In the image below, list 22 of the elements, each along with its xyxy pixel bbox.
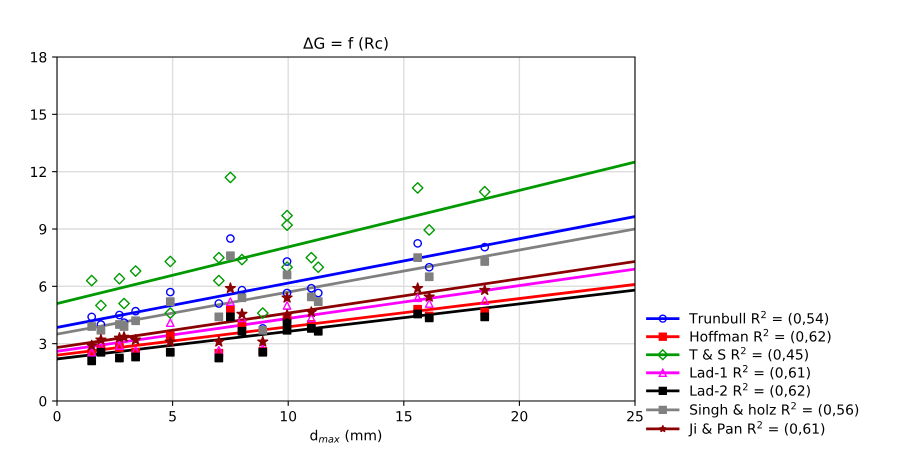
x-tick-label: 20: [512, 410, 528, 422]
legend-label: Ji & Pan R$^{2}$ = (0,61): [688, 421, 824, 436]
y-tick-label: 9: [39, 224, 46, 234]
legend-label: Lad-1 R$^{2}$ = (0,61): [690, 365, 810, 380]
x-tick-label: 5: [169, 411, 176, 422]
y-tick-label: 18: [31, 52, 46, 62]
x-tick-label: 15: [396, 411, 412, 422]
y-tick-label: 6: [39, 281, 46, 292]
x-tick-label: 0: [53, 410, 60, 422]
x-tick-label: 10: [280, 410, 296, 422]
y-tick-label: 0: [39, 396, 46, 406]
x-tick-label: 25: [627, 410, 643, 422]
x-axis-title: d$_{max}$ (mm): [310, 430, 382, 443]
legend-label: Singh & holz R$^{2}$ = (0,56): [690, 402, 858, 418]
legend-label: Trunbull R$^{2}$ = (0,54): [689, 310, 828, 326]
y-tick-label: 3: [40, 338, 46, 350]
y-tick-label: 12: [31, 166, 46, 177]
chart-title: ΔG = f (Rc): [303, 37, 388, 51]
legend-label: Hoffman R$^{2}$ = (0,62): [690, 328, 831, 344]
y-tick-label: 15: [31, 109, 46, 120]
legend-label: T & S R$^{2}$ = (0,45): [689, 346, 808, 362]
legend-label: Lad-2 R$^{2}$ = (0,62): [690, 383, 810, 398]
